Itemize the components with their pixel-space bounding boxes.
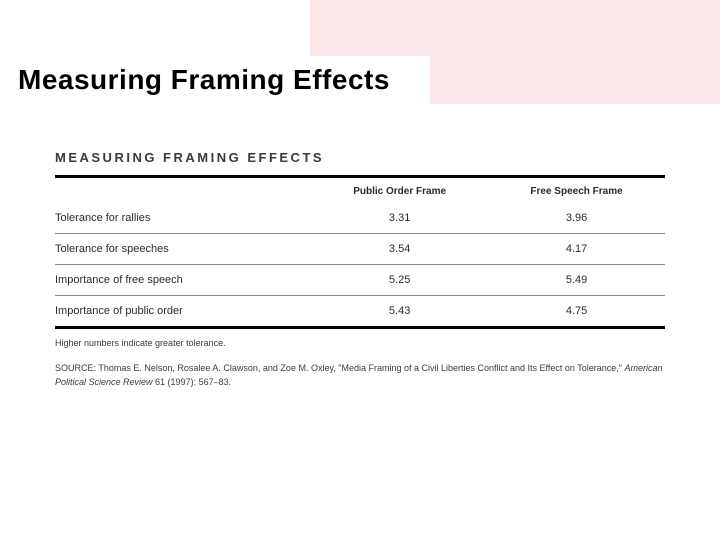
source-suffix: 61 (1997): 567–83. — [153, 377, 232, 387]
figure-footnote: Higher numbers indicate greater toleranc… — [55, 337, 665, 351]
slide-title: Measuring Framing Effects — [0, 56, 430, 104]
source-prefix: SOURCE: Thomas E. Nelson, Rosalee A. Cla… — [55, 363, 624, 373]
bottom-thick-rule — [55, 326, 665, 329]
col-header-public-order: Public Order Frame — [311, 178, 488, 203]
data-table: Public Order Frame Free Speech Frame Tol… — [55, 178, 665, 326]
figure-container: MEASURING FRAMING EFFECTS Public Order F… — [55, 150, 665, 389]
col-header-blank — [55, 178, 311, 203]
row-label: Importance of free speech — [55, 265, 311, 296]
table-row: Tolerance for rallies 3.31 3.96 — [55, 203, 665, 234]
table-row: Importance of public order 5.43 4.75 — [55, 296, 665, 327]
col-header-free-speech: Free Speech Frame — [488, 178, 665, 203]
row-label: Tolerance for rallies — [55, 203, 311, 234]
row-val-free: 3.96 — [488, 203, 665, 234]
figure-source: SOURCE: Thomas E. Nelson, Rosalee A. Cla… — [55, 361, 665, 390]
row-label: Importance of public order — [55, 296, 311, 327]
row-val-public: 3.31 — [311, 203, 488, 234]
title-bar: Measuring Framing Effects — [0, 56, 720, 104]
table-row: Importance of free speech 5.25 5.49 — [55, 265, 665, 296]
row-val-free: 4.17 — [488, 234, 665, 265]
decorative-top-band — [310, 0, 720, 56]
figure-heading: MEASURING FRAMING EFFECTS — [55, 150, 665, 165]
row-val-free: 5.49 — [488, 265, 665, 296]
row-val-free: 4.75 — [488, 296, 665, 327]
row-val-public: 5.43 — [311, 296, 488, 327]
row-label: Tolerance for speeches — [55, 234, 311, 265]
table-row: Tolerance for speeches 3.54 4.17 — [55, 234, 665, 265]
table-header-row: Public Order Frame Free Speech Frame — [55, 178, 665, 203]
row-val-public: 3.54 — [311, 234, 488, 265]
row-val-public: 5.25 — [311, 265, 488, 296]
